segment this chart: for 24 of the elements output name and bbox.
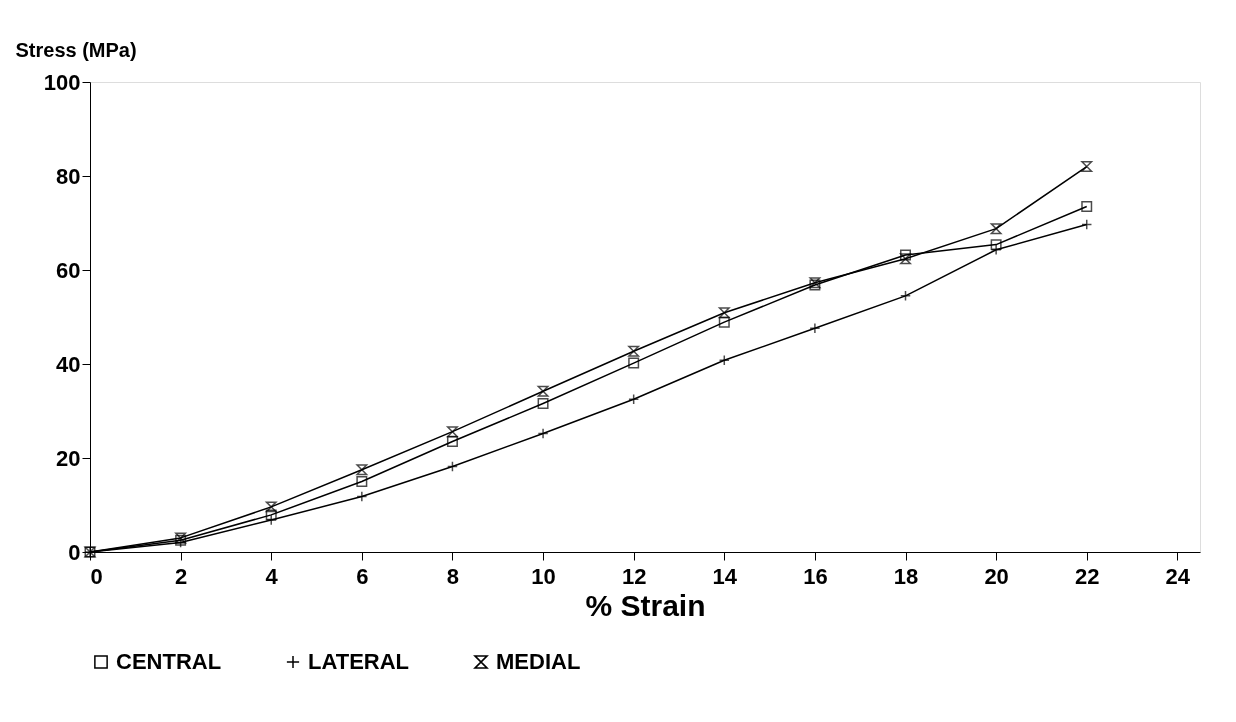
- x-axis-title: % Strain: [585, 588, 706, 622]
- y-tick-label: 40: [56, 351, 81, 377]
- x-tick-label: 6: [356, 563, 369, 589]
- x-tick-label: 10: [531, 563, 556, 589]
- y-tick-label: 80: [56, 163, 81, 189]
- y-tick-label: 20: [56, 445, 81, 471]
- x-tick-label: 14: [712, 563, 738, 589]
- y-tick-label: 0: [68, 539, 81, 565]
- legend-label: MEDIAL: [496, 649, 581, 674]
- x-tick-label: 2: [174, 563, 188, 589]
- x-tick-label: 20: [984, 563, 1009, 589]
- y-tick-label: 100: [43, 69, 81, 95]
- x-tick-label: 18: [893, 563, 919, 589]
- legend-label: CENTRAL: [116, 649, 222, 674]
- x-tick-label: 8: [446, 563, 460, 589]
- x-tick-label: 0: [90, 563, 103, 589]
- x-tick-label: 22: [1074, 563, 1100, 589]
- y-axis-title: Stress (MPa): [15, 38, 137, 61]
- x-tick-label: 12: [621, 563, 647, 589]
- x-tick-label: 4: [265, 563, 279, 589]
- x-tick-label: 24: [1165, 563, 1191, 589]
- legend-label: LATERAL: [308, 649, 410, 674]
- y-tick-label: 60: [56, 257, 81, 283]
- x-tick-label: 16: [803, 563, 828, 589]
